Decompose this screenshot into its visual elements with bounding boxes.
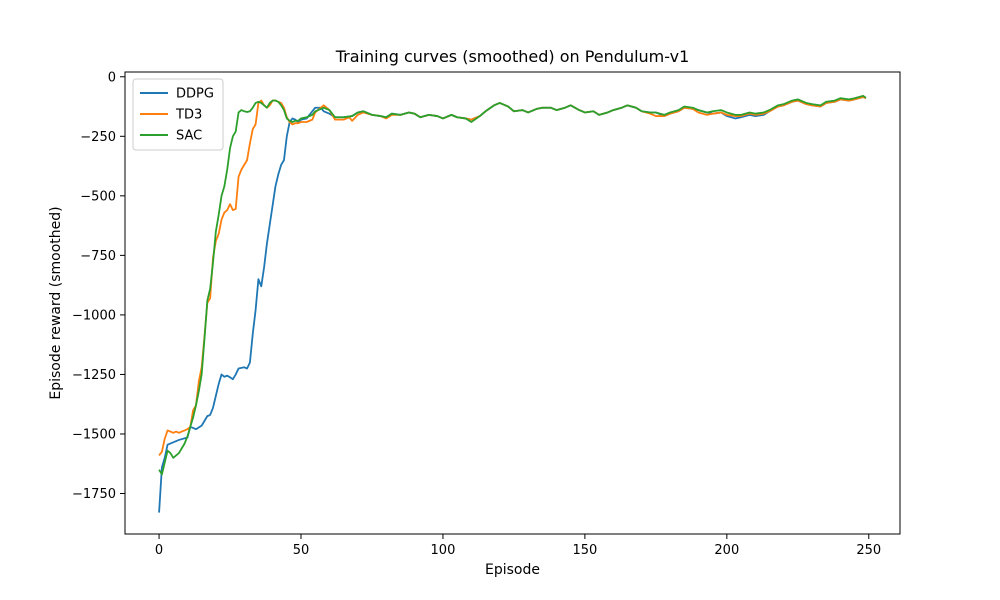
x-tick-label: 150	[572, 543, 597, 558]
x-axis: 0 50 100 150 200 250	[155, 534, 881, 558]
y-axis-title: Episode reward (smoothed)	[48, 206, 64, 399]
y-axis: 0 −250 −500 −750 −1000 −1250 −1500 −1750	[72, 70, 125, 502]
series-line-sac	[158, 94, 867, 476]
plot-frame	[124, 71, 901, 535]
legend: DDPG TD3 SAC	[132, 78, 224, 151]
legend-label-ddpg: DDPG	[176, 87, 214, 102]
y-tick-label: −1000	[72, 308, 116, 323]
legend-label-td3: TD3	[175, 108, 202, 123]
series-layer	[158, 94, 867, 513]
series-line-td3	[158, 96, 867, 456]
legend-box	[132, 78, 224, 151]
series-line-ddpg	[158, 96, 867, 513]
y-tick-label: −1750	[72, 487, 116, 502]
y-tick-label: −1500	[72, 427, 116, 442]
x-tick-label: 200	[714, 543, 739, 558]
y-tick-label: −1250	[72, 368, 116, 383]
x-tick-label: 50	[293, 543, 310, 558]
x-tick-label: 0	[155, 543, 163, 558]
y-tick-label: −250	[80, 130, 116, 145]
x-tick-label: 250	[856, 543, 881, 558]
y-tick-label: −750	[80, 249, 116, 264]
y-tick-label: 0	[108, 70, 116, 85]
legend-label-sac: SAC	[176, 129, 202, 144]
x-axis-title: Episode	[485, 562, 540, 578]
y-tick-label: −500	[80, 189, 116, 204]
x-tick-label: 100	[431, 543, 456, 558]
chart-title: Training curves (smoothed) on Pendulum-v…	[335, 47, 690, 66]
